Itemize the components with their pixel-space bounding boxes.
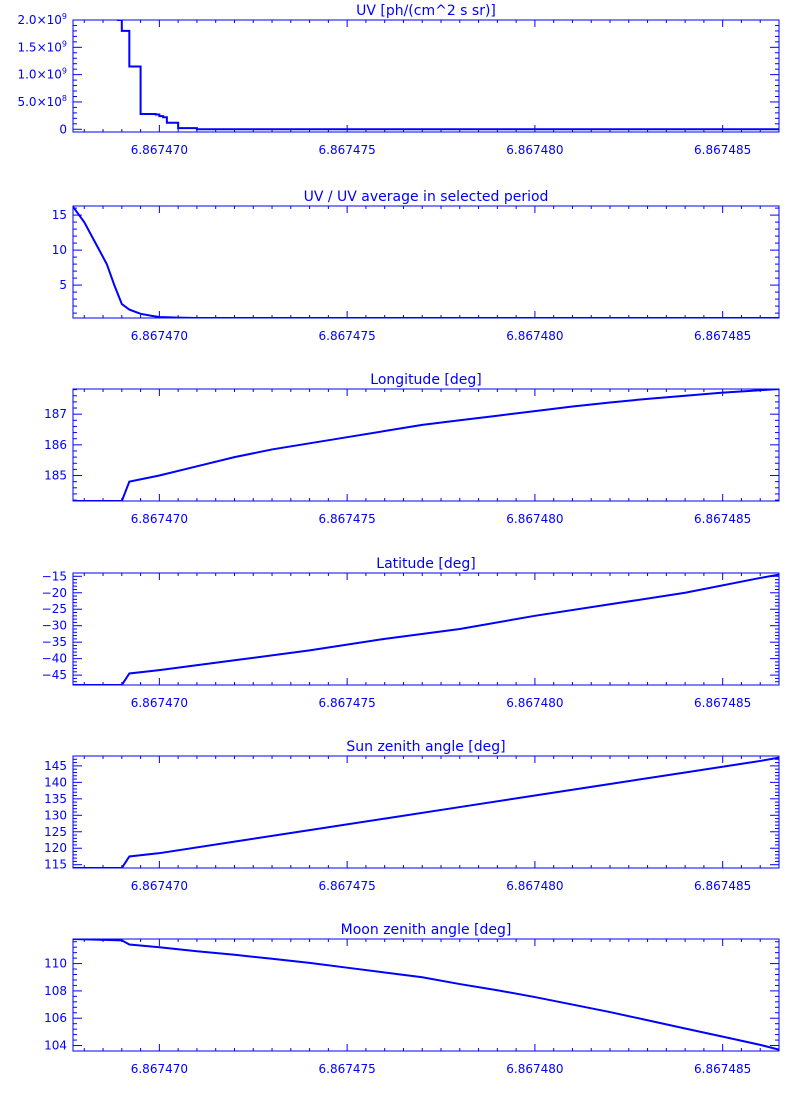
y-tick-label: 104	[44, 1039, 67, 1053]
chart-panel: Moon zenith angle [deg] 6.867470 6.867475 6…	[44, 922, 780, 1076]
plot-frame	[72, 388, 780, 502]
x-tick-label: 6.867480	[506, 1062, 563, 1076]
x-tick-label: 6.867485	[694, 696, 751, 710]
plot-frame	[72, 19, 780, 133]
y-tick-label: 185	[44, 469, 67, 483]
y-tick-label: 110	[44, 957, 67, 971]
x-tick-label: 6.867480	[506, 329, 563, 343]
series-line	[73, 389, 779, 501]
y-tick-label: −40	[42, 652, 67, 666]
series-line	[73, 939, 779, 1051]
y-tick-label: 145	[44, 759, 67, 773]
y-tick-label: 125	[44, 825, 67, 839]
y-tick-label: 108	[44, 984, 67, 998]
x-tick-label: 6.867475	[319, 512, 376, 526]
x-tick-label: 6.867480	[506, 512, 563, 526]
x-tick-label: 6.867485	[694, 143, 751, 157]
x-tick-label: 6.867475	[319, 143, 376, 157]
x-tick-label: 6.867480	[506, 696, 563, 710]
y-tick-label: 5	[59, 278, 67, 292]
y-tick-label: −45	[42, 668, 67, 682]
y-tick-label: −35	[42, 635, 67, 649]
y-tick-label: 1.0×109	[17, 67, 67, 82]
plot-frame	[72, 938, 780, 1052]
y-tick-label: −15	[42, 569, 67, 583]
y-tick-label: 186	[44, 438, 67, 452]
x-tick-label: 6.867470	[131, 879, 188, 893]
y-tick-label: 140	[44, 775, 67, 789]
x-tick-label: 6.867485	[694, 1062, 751, 1076]
x-tick-label: 6.867470	[131, 512, 188, 526]
x-tick-label: 6.867485	[694, 329, 751, 343]
x-tick-label: 6.867480	[506, 879, 563, 893]
x-tick-label: 6.867480	[506, 143, 563, 157]
chart-title: Longitude [deg]	[370, 372, 481, 388]
series-line	[73, 573, 779, 685]
y-tick-label: 130	[44, 808, 67, 822]
y-tick-label: 0	[59, 122, 67, 136]
x-tick-label: 6.867485	[694, 512, 751, 526]
chart-title: Sun zenith angle [deg]	[346, 739, 505, 755]
y-tick-label: 187	[44, 407, 67, 421]
y-tick-label: 2.0×109	[17, 12, 67, 27]
y-tick-label: 115	[44, 858, 67, 872]
y-tick-label: −20	[42, 586, 67, 600]
x-tick-label: 6.867470	[131, 696, 188, 710]
x-tick-label: 6.867475	[319, 1062, 376, 1076]
chart-title: Moon zenith angle [deg]	[341, 922, 512, 938]
chart-panel: Sun zenith angle [deg] 6.867470 6.867475 6.…	[44, 739, 780, 893]
chart-title: UV [ph/(cm^2 s sr)]	[356, 3, 496, 19]
x-tick-label: 6.867470	[131, 1062, 188, 1076]
chart-title: UV / UV average in selected period	[304, 189, 549, 205]
y-tick-label: −25	[42, 602, 67, 616]
y-tick-label: −30	[42, 619, 67, 633]
plot-frame	[72, 205, 780, 319]
x-tick-label: 6.867470	[131, 143, 188, 157]
series-line	[117, 20, 779, 131]
y-tick-label: 1.5×109	[17, 39, 67, 54]
chart-panel: UV [ph/(cm^2 s sr)] 6.867470 6.867475 6.867…	[17, 3, 780, 157]
y-tick-label: 5.0×108	[17, 94, 67, 109]
chart-panel: UV / UV average in selected period 6.8674…	[52, 189, 780, 343]
series-line	[73, 206, 779, 318]
x-tick-label: 6.867475	[319, 696, 376, 710]
y-tick-label: 135	[44, 792, 67, 806]
y-tick-label: 120	[44, 841, 67, 855]
chart-panel: Latitude [deg] 6.867470 6.867475 6.867480 6.…	[42, 556, 780, 710]
chart-panel: Longitude [deg] 6.867470 6.867475 6.867480 6…	[44, 372, 780, 526]
x-tick-label: 6.867475	[319, 329, 376, 343]
y-tick-label: 106	[44, 1011, 67, 1025]
y-tick-label: 10	[52, 243, 67, 257]
y-tick-label: 15	[52, 208, 67, 222]
x-tick-label: 6.867475	[319, 879, 376, 893]
x-tick-label: 6.867485	[694, 879, 751, 893]
series-line	[73, 756, 779, 868]
x-tick-label: 6.867470	[131, 329, 188, 343]
chart-title: Latitude [deg]	[376, 556, 475, 572]
